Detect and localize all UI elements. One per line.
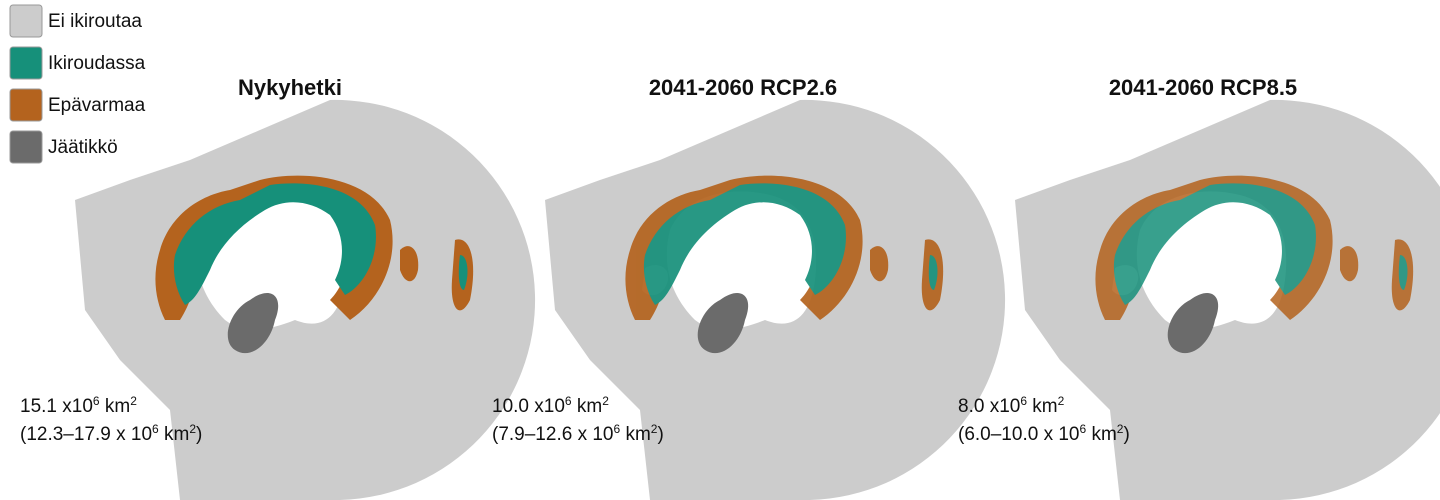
superscript: 6 (1079, 422, 1086, 436)
legend-swatch (9, 88, 43, 122)
area-part: (7.9–12.6 x 10 (492, 424, 613, 445)
legend-swatch (9, 130, 43, 164)
legend-swatch (9, 4, 43, 38)
superscript: 2 (1117, 422, 1124, 436)
legend-label: Epävarmaa (48, 95, 146, 116)
area-text: (12.3–17.9 x 106 km2) (20, 422, 202, 445)
area-text: 15.1 x106 km2 (20, 394, 137, 417)
superscript: 6 (152, 422, 159, 436)
area-part: ) (196, 424, 202, 445)
area-part: 10.0 x10 (492, 396, 565, 417)
area-text: 10.0 x106 km2 (492, 394, 609, 417)
area-part: ) (1123, 424, 1129, 445)
area-part: km (1086, 424, 1117, 445)
area-text: (7.9–12.6 x 106 km2) (492, 422, 664, 445)
legend-label: Ikiroudassa (48, 53, 146, 74)
superscript: 6 (93, 394, 100, 408)
area-part: km (620, 424, 651, 445)
legend-swatch (9, 46, 43, 80)
legend-label: Jäätikkö (48, 137, 118, 158)
area-part: 15.1 x10 (20, 396, 93, 417)
area-part: km (100, 396, 131, 417)
area-text: 8.0 x106 km2 (958, 394, 1065, 417)
maps (75, 99, 1440, 500)
area-part: (6.0–10.0 x 10 (958, 424, 1079, 445)
legend-label: Ei ikiroutaa (48, 11, 142, 32)
superscript: 2 (189, 422, 196, 436)
area-part: km (1027, 396, 1058, 417)
area-part: ) (657, 424, 663, 445)
panel-title: Nykyhetki (238, 75, 342, 100)
superscript: 2 (130, 394, 137, 408)
superscript: 2 (651, 422, 658, 436)
area-part: (12.3–17.9 x 10 (20, 424, 152, 445)
area-part: 8.0 x10 (958, 396, 1020, 417)
legend: Ei ikiroutaa Ikiroudassa Epävarmaa Jäätikkö (9, 4, 146, 164)
panel-title: 2041-2060 RCP2.6 (649, 75, 837, 100)
superscript: 2 (602, 394, 609, 408)
superscript: 2 (1058, 394, 1065, 408)
superscript: 6 (613, 422, 620, 436)
panel-title: 2041-2060 RCP8.5 (1109, 75, 1297, 100)
superscript: 6 (1020, 394, 1027, 408)
area-part: km (572, 396, 603, 417)
area-text: (6.0–10.0 x 106 km2) (958, 422, 1130, 445)
superscript: 6 (565, 394, 572, 408)
area-part: km (159, 424, 190, 445)
